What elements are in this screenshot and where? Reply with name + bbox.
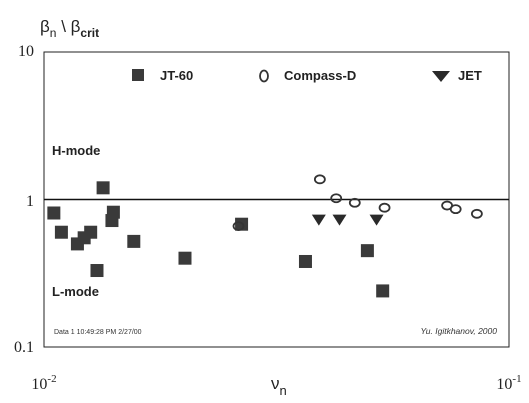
y-axis-label: βn \ βcrit: [40, 17, 99, 40]
point-jt-60-9: [127, 234, 141, 248]
point-jt-60-13: [360, 244, 374, 258]
point-compass-d-1: [313, 174, 326, 185]
point-compass-d-2: [330, 193, 343, 204]
data-stamp: Data 1 10:49:28 PM 2/27/00: [54, 329, 142, 336]
x-tick-label-1e-1: 10-1: [496, 373, 521, 393]
point-jt-60-0: [47, 206, 61, 220]
x-axis-label: νn: [271, 374, 287, 398]
legend-label-jt60: JT-60: [160, 68, 193, 83]
y-tick-label-0.1: 0.1: [14, 339, 34, 356]
point-jt-60-11: [235, 217, 249, 231]
point-jt-60-10: [178, 251, 192, 265]
y-tick-label-10: 10: [18, 43, 34, 60]
point-jt-60-14: [376, 284, 390, 298]
point-jt-60-12: [298, 254, 312, 268]
legend-label-compass-d: Compass-D: [284, 68, 356, 83]
l-mode-label: L-mode: [52, 284, 99, 299]
point-compass-d-0: [232, 221, 245, 232]
y-tick-label-1: 1: [26, 193, 34, 210]
legend-marker-compass-d: [259, 69, 269, 83]
point-jet-2: [369, 214, 384, 226]
h-mode-label: H-mode: [52, 143, 100, 158]
point-jet-0: [311, 214, 326, 226]
point-jt-60-1: [54, 225, 68, 239]
point-jet-1: [332, 214, 347, 226]
point-compass-d-4: [378, 202, 391, 213]
data-marks: [47, 174, 483, 298]
legend-label-jet: JET: [458, 68, 482, 83]
point-jt-60-4: [84, 225, 98, 239]
point-compass-d-6: [449, 204, 462, 215]
legend-marker-jt60: [132, 69, 144, 81]
author-credit: Yu. Igitkhanov, 2000: [420, 326, 497, 336]
point-compass-d-7: [470, 208, 483, 219]
point-compass-d-3: [348, 197, 361, 208]
legend: JT-60 Compass-D JET: [132, 68, 482, 83]
x-tick-label-1e-2: 10-2: [31, 373, 56, 393]
legend-marker-jet: [432, 71, 450, 82]
point-jt-60-8: [106, 205, 120, 219]
point-jt-60-6: [96, 181, 110, 195]
point-jt-60-5: [90, 264, 104, 278]
